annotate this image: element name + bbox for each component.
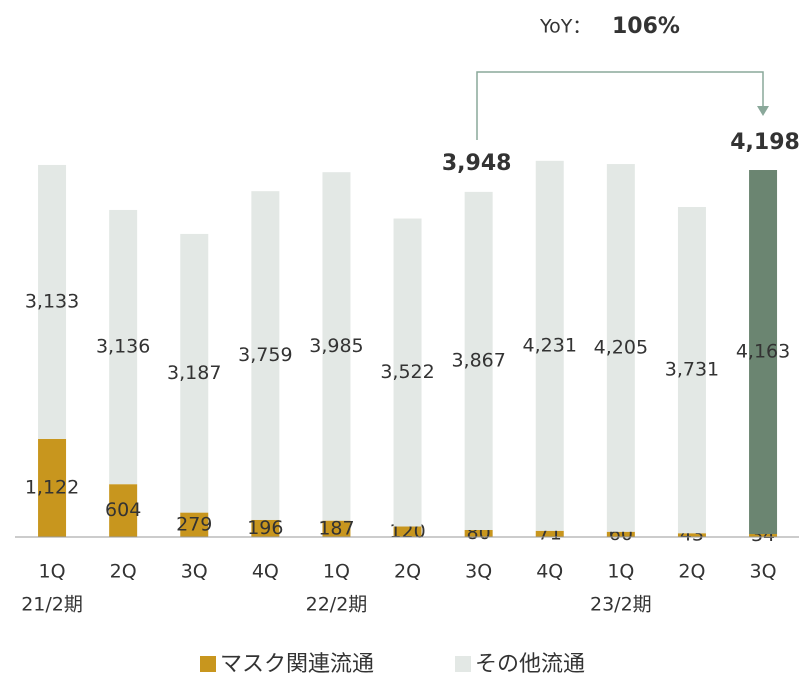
value-label: 196: [247, 517, 283, 539]
yoy-value: 106%: [612, 14, 680, 39]
bar-segment: [464, 530, 493, 537]
total-label: 3,948: [442, 151, 512, 176]
yoy-arrow: [476, 71, 764, 140]
period-label: 21/2期: [21, 594, 83, 616]
bar-segment: [109, 209, 138, 485]
bar-segment: [535, 530, 564, 537]
bar-segment: [606, 531, 635, 537]
value-label: 187: [318, 517, 354, 539]
x-tick-label: 2Q: [110, 561, 137, 583]
value-label: 4,231: [523, 334, 577, 356]
bar-segment: [393, 526, 422, 537]
value-label: 4,163: [736, 341, 790, 363]
period-label: 23/2期: [590, 594, 652, 616]
value-label: 3,133: [25, 290, 79, 312]
bar-segment: [677, 533, 706, 537]
bar-segment: [749, 170, 778, 535]
value-label: 3,759: [238, 344, 292, 366]
bar-segment: [38, 164, 67, 439]
value-label: 3,867: [451, 349, 505, 371]
value-label: 279: [176, 513, 212, 535]
bar-segment: [38, 438, 67, 537]
bar-segment: [464, 191, 493, 531]
bar-segment: [109, 484, 138, 537]
x-tick-label: 1Q: [323, 561, 350, 583]
x-tick-label: 3Q: [750, 561, 777, 583]
bar-segment: [251, 519, 280, 537]
legend-swatch: [200, 656, 216, 672]
bar-segment: [749, 534, 778, 537]
bar-segment: [535, 160, 564, 531]
total-label: 4,198: [730, 130, 799, 155]
value-label: 3,985: [309, 335, 363, 357]
x-tick-label: 2Q: [394, 561, 421, 583]
value-label: 3,136: [96, 336, 150, 358]
yoy-arrowhead: [757, 106, 769, 116]
bar-segment: [180, 233, 209, 513]
x-tick-label: 2Q: [678, 561, 705, 583]
bar-segment: [180, 512, 209, 537]
bar-segment: [251, 191, 280, 520]
x-tick-label: 1Q: [607, 561, 634, 583]
value-label: 3,187: [167, 362, 221, 384]
value-label: 3,731: [665, 359, 719, 381]
x-tick-label: 4Q: [252, 561, 279, 583]
legend-label: その他流通: [475, 652, 585, 677]
bar-segment: [677, 206, 706, 534]
x-tick-label: 3Q: [465, 561, 492, 583]
period-label: 22/2期: [306, 594, 368, 616]
value-label: 1,122: [25, 476, 79, 498]
bar-segment: [606, 164, 635, 532]
value-label: 604: [105, 499, 141, 521]
yoy-label: YoY：: [539, 16, 591, 38]
bar-segment: [322, 520, 351, 537]
x-tick-label: 1Q: [39, 561, 66, 583]
value-label: 3,522: [380, 361, 434, 383]
x-tick-label: 3Q: [181, 561, 208, 583]
legend-label: マスク関連流通: [220, 652, 374, 677]
value-label: 4,205: [594, 336, 648, 358]
x-tick-label: 4Q: [536, 561, 563, 583]
legend-swatch: [455, 656, 471, 672]
bar-segment: [322, 172, 351, 521]
bar-segment: [393, 218, 422, 527]
